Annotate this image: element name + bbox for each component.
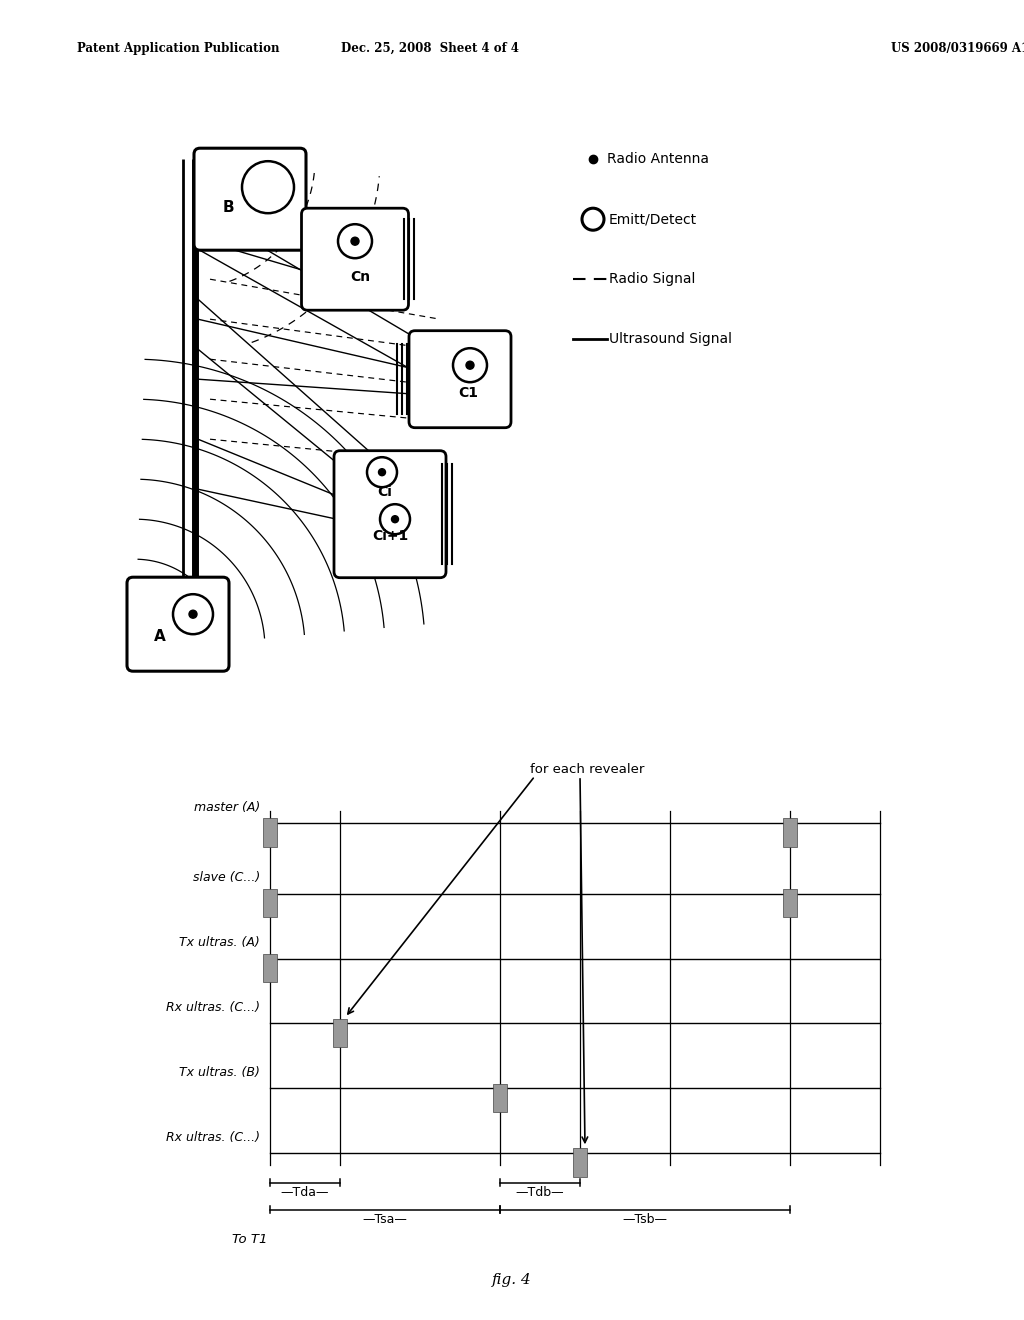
- Circle shape: [189, 610, 197, 618]
- Circle shape: [351, 238, 359, 246]
- Bar: [263, 954, 278, 982]
- Text: Tx ultras. (B): Tx ultras. (B): [179, 1065, 260, 1078]
- Text: Rx ultras. (C...): Rx ultras. (C...): [166, 1131, 260, 1143]
- Text: Cn: Cn: [350, 271, 370, 284]
- Circle shape: [367, 457, 397, 487]
- FancyBboxPatch shape: [194, 148, 306, 251]
- Text: master (A): master (A): [194, 801, 260, 813]
- Text: slave (C...): slave (C...): [193, 871, 260, 884]
- Text: B: B: [222, 199, 233, 215]
- Text: Patent Application Publication: Patent Application Publication: [77, 42, 280, 55]
- Text: —Tdb—: —Tdb—: [516, 1187, 564, 1199]
- Text: Tx ultras. (A): Tx ultras. (A): [179, 936, 260, 949]
- Circle shape: [379, 469, 385, 475]
- Bar: [573, 1148, 587, 1176]
- Text: A: A: [155, 628, 166, 644]
- Circle shape: [173, 594, 213, 634]
- Bar: [783, 818, 797, 846]
- FancyBboxPatch shape: [127, 577, 229, 671]
- Circle shape: [242, 161, 294, 214]
- Text: To T1: To T1: [232, 1233, 267, 1246]
- Text: —Tsb—: —Tsb—: [623, 1213, 668, 1226]
- Text: US 2008/0319669 A1: US 2008/0319669 A1: [891, 42, 1024, 55]
- Circle shape: [453, 348, 487, 383]
- Text: Ci: Ci: [378, 486, 392, 499]
- Circle shape: [380, 504, 410, 535]
- Text: fig. 4: fig. 4: [493, 1274, 531, 1287]
- FancyBboxPatch shape: [301, 209, 409, 310]
- Circle shape: [582, 209, 604, 230]
- Bar: [263, 890, 278, 917]
- Text: Ultrasound Signal: Ultrasound Signal: [609, 333, 732, 346]
- Text: —Tda—: —Tda—: [281, 1187, 330, 1199]
- Text: Emitt/Detect: Emitt/Detect: [609, 213, 697, 226]
- Circle shape: [338, 224, 372, 259]
- Bar: [783, 890, 797, 917]
- Text: Ci+1: Ci+1: [372, 529, 409, 544]
- FancyBboxPatch shape: [409, 331, 511, 428]
- Bar: [263, 818, 278, 846]
- Text: Dec. 25, 2008  Sheet 4 of 4: Dec. 25, 2008 Sheet 4 of 4: [341, 42, 519, 55]
- Bar: [493, 1084, 507, 1111]
- Circle shape: [466, 362, 474, 370]
- Text: Rx ultras. (C...): Rx ultras. (C...): [166, 1001, 260, 1014]
- Text: Radio Antenna: Radio Antenna: [607, 152, 709, 166]
- Text: for each revealer: for each revealer: [530, 763, 644, 776]
- Text: —Tsa—: —Tsa—: [362, 1213, 408, 1226]
- Circle shape: [391, 516, 398, 523]
- Bar: [333, 1019, 347, 1047]
- Text: C1: C1: [458, 387, 478, 400]
- FancyBboxPatch shape: [334, 450, 446, 578]
- Text: Radio Signal: Radio Signal: [609, 272, 695, 286]
